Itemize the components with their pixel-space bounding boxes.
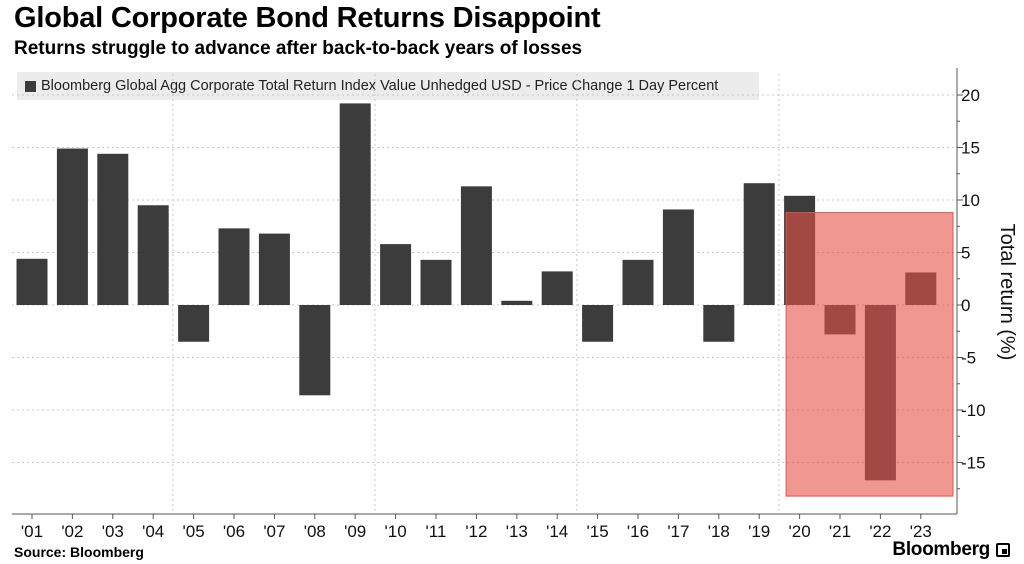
y-tick-label: 20 — [961, 86, 980, 105]
x-tick-label: '20 — [789, 522, 811, 541]
x-tick-label: '16 — [627, 522, 649, 541]
y-tick-label: 15 — [961, 139, 980, 158]
x-tick-label: '08 — [304, 522, 326, 541]
bar-'13 — [501, 300, 533, 305]
x-tick-label: '12 — [465, 522, 487, 541]
legend-label: Bloomberg Global Agg Corporate Total Ret… — [41, 78, 719, 94]
y-tick-label: 10 — [961, 191, 980, 210]
bar-'16 — [622, 259, 654, 305]
y-tick-label: 0 — [961, 296, 970, 315]
bar-'03 — [97, 153, 129, 305]
bar-'15 — [582, 305, 614, 342]
bar-'05 — [178, 305, 210, 342]
bar-'08 — [299, 305, 331, 396]
x-tick-label: '03 — [102, 522, 124, 541]
bar-'12 — [460, 186, 492, 305]
bar-'04 — [137, 205, 169, 305]
x-tick-label: '22 — [869, 522, 891, 541]
x-tick-label: '07 — [263, 522, 285, 541]
x-tick-label: '05 — [183, 522, 205, 541]
chart-title: Global Corporate Bond Returns Disappoint — [14, 2, 601, 34]
bar-'06 — [218, 228, 250, 305]
brand-logo: Bloomberg — [892, 539, 990, 560]
chart-subtitle: Returns struggle to advance after back-t… — [14, 38, 583, 59]
source-note: Source: Bloomberg — [14, 544, 144, 560]
x-tick-label: '11 — [426, 522, 447, 541]
x-tick-label: '21 — [829, 522, 851, 541]
x-tick-label: '17 — [667, 522, 689, 541]
bar-'17 — [662, 209, 694, 305]
x-tick-label: '04 — [142, 522, 164, 541]
x-tick-label: '15 — [587, 522, 609, 541]
y-tick-label: -5 — [961, 349, 976, 368]
x-tick-label: '01 — [21, 522, 43, 541]
bar-'01 — [16, 258, 48, 305]
x-tick-label: '18 — [708, 522, 730, 541]
x-tick-label: '19 — [748, 522, 770, 541]
x-tick-label: '13 — [506, 522, 528, 541]
legend-swatch — [25, 80, 36, 92]
bar-'18 — [703, 305, 735, 342]
y-tick-label: 5 — [961, 244, 970, 263]
bar-'11 — [420, 259, 452, 305]
x-tick-label: '10 — [385, 522, 407, 541]
y-tick-label: -15 — [961, 454, 986, 473]
bar-'14 — [541, 271, 573, 305]
y-axis-label: Total return (%) — [996, 224, 1018, 361]
bar-'07 — [258, 233, 290, 305]
bar-'09 — [339, 103, 371, 306]
bar-'02 — [56, 148, 88, 305]
x-tick-label: '14 — [546, 522, 568, 541]
bar-'10 — [380, 244, 412, 305]
x-tick-label: '06 — [223, 522, 245, 541]
bloomberg-terminal-icon — [996, 543, 1010, 557]
highlight-box — [785, 212, 954, 497]
bar-'19 — [743, 183, 775, 305]
x-tick-label: '02 — [61, 522, 83, 541]
x-tick-label: '23 — [910, 522, 932, 541]
y-tick-label: -10 — [961, 401, 986, 420]
x-tick-label: '09 — [344, 522, 366, 541]
